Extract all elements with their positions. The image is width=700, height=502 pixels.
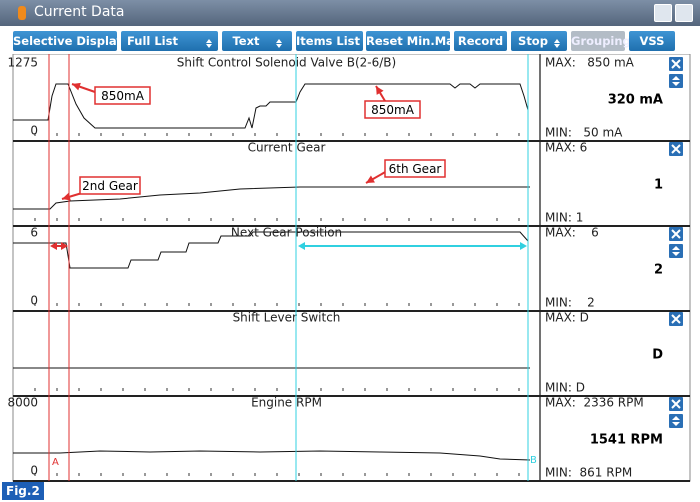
close-button[interactable] — [669, 57, 683, 71]
min-label: MIN: 50 mA — [545, 126, 623, 140]
button-label: Text — [232, 34, 260, 48]
min-label: MIN: 2 — [545, 296, 595, 310]
window-title: Current Data — [34, 4, 125, 20]
arrow-head — [50, 242, 68, 250]
arrow-head — [62, 192, 71, 201]
toolbar-button[interactable]: Full List — [121, 31, 218, 51]
close-icon — [671, 144, 681, 154]
app-icon — [18, 6, 26, 20]
panel: Next Gear Position 6 0 MAX: 6 2 MIN: 2 — [13, 226, 690, 312]
callout-box — [79, 176, 141, 195]
callout-text: 2nd Gear — [82, 179, 138, 193]
button-label: Record — [457, 34, 504, 48]
callout-text: 850mA — [371, 103, 415, 117]
panel-name: Shift Control Solenoid Valve B(2-6/B) — [177, 56, 396, 70]
toolbar-button[interactable]: Record — [454, 31, 507, 51]
callout-text: 850mA — [101, 89, 145, 103]
current-value: D — [652, 348, 663, 363]
callout-text: 6th Gear — [389, 162, 442, 176]
toolbar-button[interactable]: Reset Min.Max — [366, 31, 461, 51]
current-value: 1 — [654, 178, 663, 193]
max-label: MAX: 850 mA — [545, 56, 635, 70]
close-button[interactable] — [669, 227, 683, 241]
toolbar-button[interactable]: Items List — [296, 31, 370, 51]
close-icon — [671, 229, 681, 239]
panel-name: Next Gear Position — [231, 226, 342, 240]
toolbar-button[interactable]: Selective Display — [13, 31, 136, 51]
panel: Shift Lever Switch MAX: D D MIN: D — [13, 311, 690, 397]
toolbar: Selective Display Full List Text Items L… — [0, 26, 700, 54]
scale-icon — [672, 76, 680, 86]
close-button[interactable] — [669, 142, 683, 156]
close-icon — [671, 399, 681, 409]
toolbar-button[interactable]: VSS — [629, 31, 675, 51]
button-bg — [669, 414, 683, 428]
scale-top: 1275 — [7, 56, 38, 70]
title-bar: Current Data — [0, 0, 700, 26]
toolbar-button[interactable]: Text — [222, 31, 292, 51]
current-value: 320 mA — [608, 93, 663, 108]
trace — [13, 231, 529, 269]
scale-icon — [672, 416, 680, 426]
panel-name: Current Gear — [248, 141, 326, 155]
scale-top: 6 — [30, 226, 38, 240]
scale-bottom: 0 — [30, 294, 38, 308]
min-label: MIN: 861 RPM — [545, 466, 632, 480]
scale-button[interactable] — [669, 74, 683, 88]
panel: Current Gear MAX: 6 1 MIN: 1 — [13, 141, 690, 227]
scale-bottom: 0 — [30, 464, 38, 478]
max-label: MAX: 6 — [545, 141, 587, 155]
scale-button[interactable] — [669, 414, 683, 428]
window-button[interactable] — [675, 4, 693, 22]
scale-bottom: 0 — [30, 124, 38, 138]
panel: Engine RPM 8000 0 MAX: 2336 RPM 1541 RPM MIN:… — [7, 396, 690, 482]
callout-box — [384, 159, 446, 178]
button-label: Selective Display — [13, 34, 124, 48]
button-label: Reset Min.Max — [366, 34, 462, 48]
current-value: 2 — [654, 263, 663, 278]
current-value: 1541 RPM — [590, 433, 663, 448]
toolbar-button[interactable]: Stop — [511, 31, 567, 51]
min-label: MIN: 1 — [545, 211, 583, 225]
button-label: Stop — [518, 34, 548, 48]
panel-name: Engine RPM — [251, 396, 322, 410]
arrow-head — [72, 82, 81, 91]
panel-name: Shift Lever Switch — [233, 311, 341, 325]
max-label: MAX: D — [545, 311, 589, 325]
cursor-label: A — [52, 457, 59, 468]
retry-button[interactable] — [654, 4, 672, 22]
figure-label: Fig.2 — [2, 482, 44, 500]
button-label: Items List — [296, 34, 361, 48]
trace — [13, 450, 531, 461]
button-bg — [669, 244, 683, 258]
arrow-head — [376, 86, 384, 95]
scale-icon — [672, 246, 680, 256]
trace — [13, 83, 529, 129]
close-icon — [671, 59, 681, 69]
trace — [13, 186, 530, 210]
button-label: VSS — [639, 34, 665, 48]
max-label: MAX: 6 — [545, 226, 599, 240]
close-icon — [671, 314, 681, 324]
graph-area: Shift Control Solenoid Valve B(2-6/B) 127… — [7, 54, 691, 482]
cursor-label: B — [530, 455, 537, 466]
arrow-head — [366, 175, 375, 183]
scale-button[interactable] — [669, 244, 683, 258]
callout-box — [94, 86, 151, 105]
button-label: Full List — [127, 34, 178, 48]
close-button[interactable] — [669, 312, 683, 326]
button-bg — [669, 74, 683, 88]
max-label: MAX: 2336 RPM — [545, 396, 644, 410]
callout-box — [364, 100, 421, 119]
panel: Shift Control Solenoid Valve B(2-6/B) 127… — [7, 56, 690, 142]
min-label: MIN: D — [545, 381, 585, 395]
toolbar-button: Grouping — [571, 31, 631, 51]
scale-top: 8000 — [7, 396, 38, 410]
button-label: Grouping — [571, 34, 631, 48]
close-button[interactable] — [669, 397, 683, 411]
